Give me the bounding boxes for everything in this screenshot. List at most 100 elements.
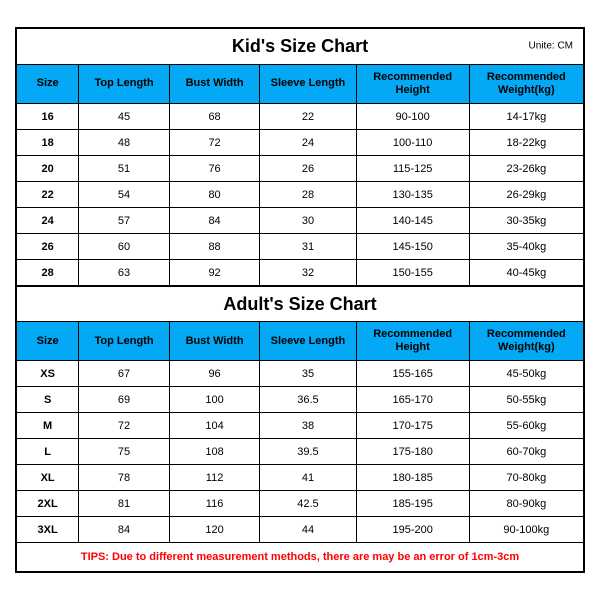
table-row: 20517626115-12523-26kg <box>17 156 583 182</box>
table-cell: 2XL <box>17 491 79 517</box>
table-cell: 70-80kg <box>470 465 583 491</box>
table-row: 1645682290-10014-17kg <box>17 104 583 130</box>
table-cell: 155-165 <box>357 361 470 387</box>
table-cell: 145-150 <box>357 234 470 260</box>
table-cell: 24 <box>17 208 79 234</box>
table-cell: 26 <box>17 234 79 260</box>
table-cell: 40-45kg <box>470 260 583 286</box>
table-cell: 90-100 <box>357 104 470 130</box>
table-cell: 26 <box>260 156 356 182</box>
table-cell: XL <box>17 465 79 491</box>
table-row: 18487224100-11018-22kg <box>17 130 583 156</box>
table-cell: 130-135 <box>357 182 470 208</box>
table-cell: 39.5 <box>260 439 356 465</box>
table-row: 26608831145-15035-40kg <box>17 234 583 260</box>
table-cell: 92 <box>170 260 261 286</box>
table-cell: 31 <box>260 234 356 260</box>
table-cell: 84 <box>79 517 170 543</box>
table-cell: 88 <box>170 234 261 260</box>
table-cell: 72 <box>170 130 261 156</box>
table-row: 28639232150-15540-45kg <box>17 260 583 286</box>
table-cell: 32 <box>260 260 356 286</box>
table-cell: 26-29kg <box>470 182 583 208</box>
tips-text: TIPS: Due to different measurement metho… <box>81 551 519 563</box>
table-cell: 120 <box>170 517 261 543</box>
table-cell: 67 <box>79 361 170 387</box>
table-cell: 45 <box>79 104 170 130</box>
table-cell: XS <box>17 361 79 387</box>
table-cell: M <box>17 413 79 439</box>
table-cell: 24 <box>260 130 356 156</box>
table-cell: 30 <box>260 208 356 234</box>
table-row: 24578430140-14530-35kg <box>17 208 583 234</box>
table-cell: 115-125 <box>357 156 470 182</box>
table-cell: 16 <box>17 104 79 130</box>
table-cell: 81 <box>79 491 170 517</box>
table-cell: 50-55kg <box>470 387 583 413</box>
unite-label: Unite: CM <box>529 41 573 52</box>
table-cell: 195-200 <box>357 517 470 543</box>
table-cell: 3XL <box>17 517 79 543</box>
table-cell: 112 <box>170 465 261 491</box>
table-cell: 100-110 <box>357 130 470 156</box>
col-top-length: Top Length <box>79 322 170 361</box>
table-cell: 30-35kg <box>470 208 583 234</box>
table-cell: 28 <box>17 260 79 286</box>
table-cell: 60-70kg <box>470 439 583 465</box>
col-bust-width: Bust Width <box>170 322 261 361</box>
table-cell: 140-145 <box>357 208 470 234</box>
table-cell: 100 <box>170 387 261 413</box>
table-cell: 42.5 <box>260 491 356 517</box>
table-cell: 150-155 <box>357 260 470 286</box>
table-cell: 38 <box>260 413 356 439</box>
table-cell: 35 <box>260 361 356 387</box>
table-cell: 14-17kg <box>470 104 583 130</box>
table-cell: 72 <box>79 413 170 439</box>
table-cell: 185-195 <box>357 491 470 517</box>
table-cell: 55-60kg <box>470 413 583 439</box>
table-cell: S <box>17 387 79 413</box>
col-top-length: Top Length <box>79 65 170 104</box>
col-rec-weight: Recommended Weight(kg) <box>470 322 583 361</box>
table-row: M7210438170-17555-60kg <box>17 413 583 439</box>
table-cell: 22 <box>17 182 79 208</box>
adults-title: Adult's Size Chart <box>223 294 376 315</box>
col-sleeve-length: Sleeve Length <box>260 322 356 361</box>
table-cell: 104 <box>170 413 261 439</box>
table-cell: 57 <box>79 208 170 234</box>
table-cell: 45-50kg <box>470 361 583 387</box>
table-cell: 54 <box>79 182 170 208</box>
table-cell: 180-185 <box>357 465 470 491</box>
table-row: L7510839.5175-18060-70kg <box>17 439 583 465</box>
col-size: Size <box>17 65 79 104</box>
table-cell: 20 <box>17 156 79 182</box>
table-cell: 28 <box>260 182 356 208</box>
kids-header-row: Size Top Length Bust Width Sleeve Length… <box>17 65 583 104</box>
table-cell: 23-26kg <box>470 156 583 182</box>
col-rec-height: Recommended Height <box>357 65 470 104</box>
table-cell: 35-40kg <box>470 234 583 260</box>
table-row: 2XL8111642.5185-19580-90kg <box>17 491 583 517</box>
table-cell: 165-170 <box>357 387 470 413</box>
table-cell: 36.5 <box>260 387 356 413</box>
adults-rows: XS679635155-16545-50kgS6910036.5165-1705… <box>17 361 583 543</box>
adults-header-row: Size Top Length Bust Width Sleeve Length… <box>17 322 583 361</box>
table-row: 22548028130-13526-29kg <box>17 182 583 208</box>
table-cell: 108 <box>170 439 261 465</box>
table-cell: 68 <box>170 104 261 130</box>
table-cell: 60 <box>79 234 170 260</box>
table-cell: 18-22kg <box>470 130 583 156</box>
col-bust-width: Bust Width <box>170 65 261 104</box>
table-row: 3XL8412044195-20090-100kg <box>17 517 583 543</box>
kids-rows: 1645682290-10014-17kg18487224100-11018-2… <box>17 104 583 286</box>
table-cell: 78 <box>79 465 170 491</box>
table-cell: 175-180 <box>357 439 470 465</box>
table-cell: 96 <box>170 361 261 387</box>
table-cell: 76 <box>170 156 261 182</box>
col-size: Size <box>17 322 79 361</box>
table-cell: 84 <box>170 208 261 234</box>
table-cell: 90-100kg <box>470 517 583 543</box>
table-cell: 18 <box>17 130 79 156</box>
col-rec-height: Recommended Height <box>357 322 470 361</box>
kids-title: Kid's Size Chart <box>232 36 368 57</box>
